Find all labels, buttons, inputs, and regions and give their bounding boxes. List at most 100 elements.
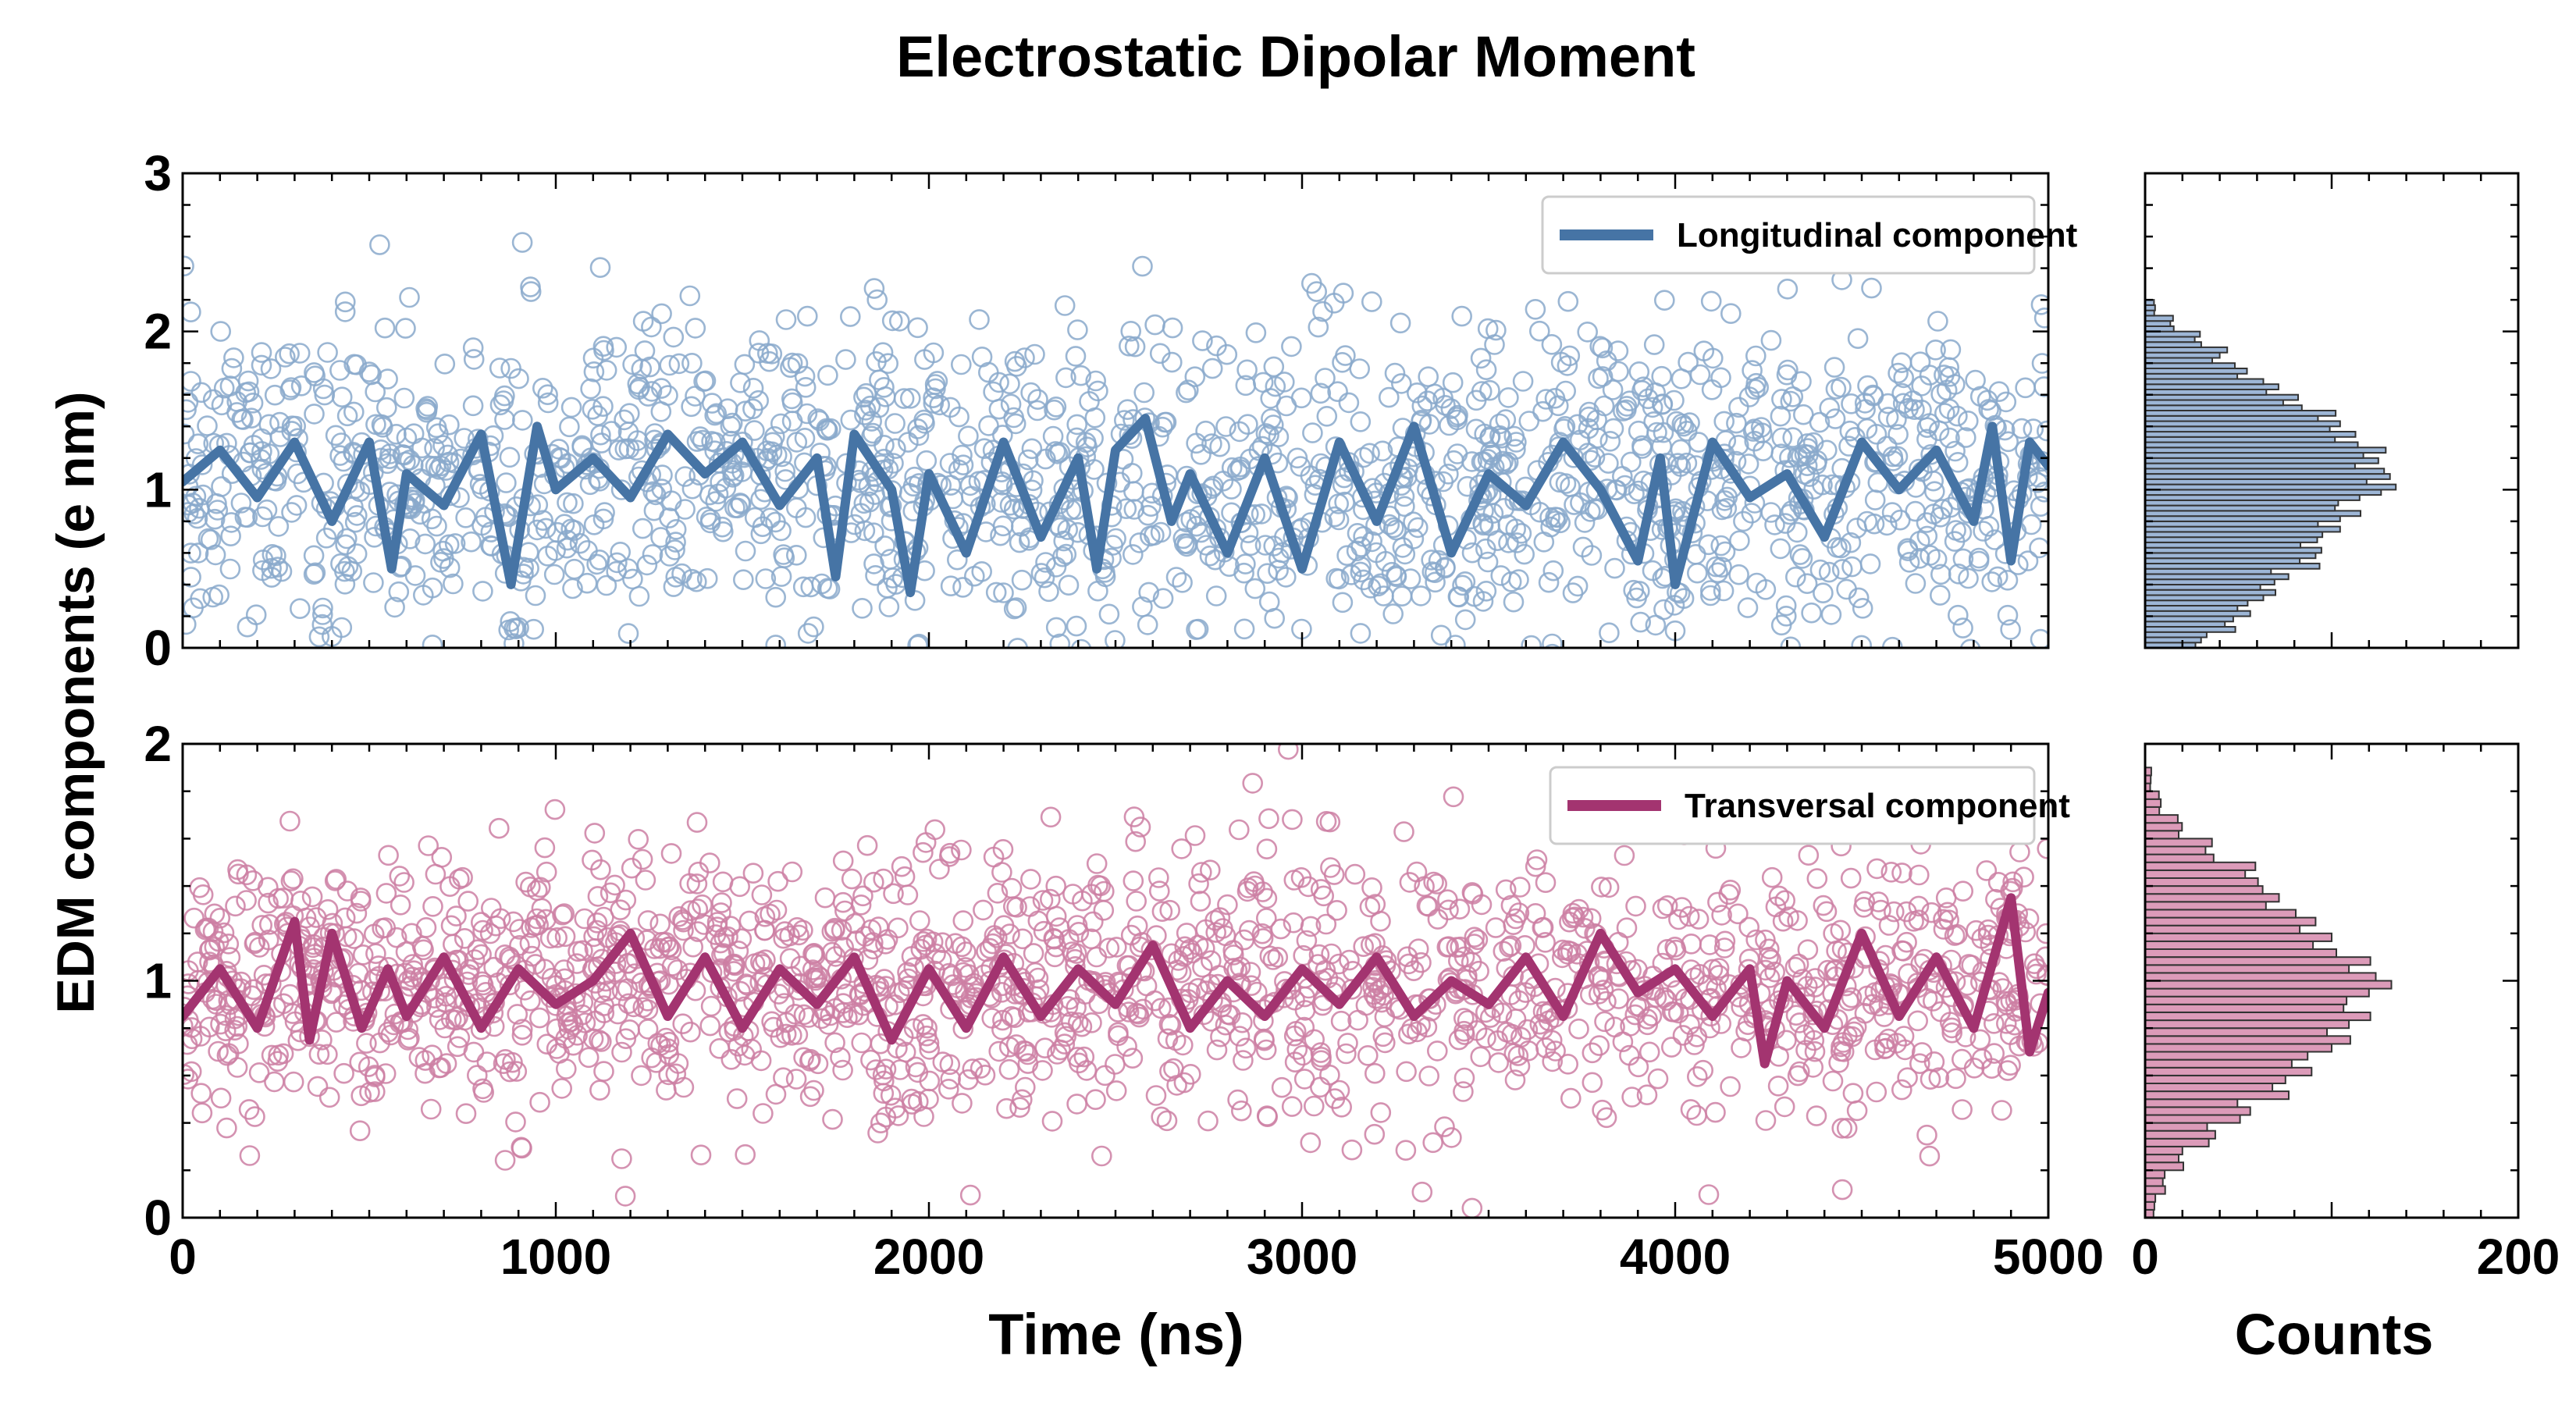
scatter-point xyxy=(1443,450,1464,471)
scatter-point xyxy=(1012,1089,1033,1111)
scatter-point xyxy=(207,500,229,521)
scatter-point xyxy=(1007,638,1028,648)
scatter-point xyxy=(2030,496,2048,517)
scatter-point xyxy=(1441,1127,1462,1148)
scatter-point xyxy=(1581,545,1603,566)
legend-box xyxy=(1541,195,2036,275)
scatter-point xyxy=(1869,995,1890,1017)
histogram-bar xyxy=(2144,578,2275,586)
scatter-point xyxy=(1471,451,1493,473)
scatter-point xyxy=(1106,937,1127,958)
scatter-point xyxy=(429,1057,450,1079)
scatter-point xyxy=(334,291,356,313)
scatter-point xyxy=(390,895,411,916)
scatter-point xyxy=(1952,880,1973,902)
histogram-bar xyxy=(2144,1154,2179,1164)
scatter-point xyxy=(251,354,272,376)
scatter-point xyxy=(1347,522,1368,544)
scatter-point xyxy=(1938,398,1960,420)
scatter-point xyxy=(978,415,999,436)
scatter-point xyxy=(1866,1081,1888,1103)
scatter-point xyxy=(760,903,781,925)
scatter-point xyxy=(1286,1039,1308,1060)
scatter-point xyxy=(1836,1118,1858,1139)
scatter-point xyxy=(807,408,828,429)
scatter-point xyxy=(1930,564,1952,585)
scatter-point xyxy=(509,919,530,940)
scatter-point xyxy=(1144,314,1165,336)
scatter-point xyxy=(394,962,416,984)
scatter-point xyxy=(952,577,973,598)
scatter-point xyxy=(1737,597,1759,618)
scatter-point xyxy=(1580,984,1601,1005)
histogram-bar xyxy=(2144,1161,2184,1172)
scatter-point xyxy=(841,868,863,890)
scatter-point xyxy=(973,899,994,921)
scatter-point xyxy=(992,1009,1013,1031)
scatter-point xyxy=(1339,949,1360,971)
scatter-point xyxy=(1332,351,1353,373)
scatter-point xyxy=(240,407,262,429)
scatter-point xyxy=(1489,413,1510,435)
scatter-point xyxy=(1916,987,1938,1009)
scatter-point xyxy=(238,1099,260,1120)
scatter-point xyxy=(987,927,1008,948)
scatter-point xyxy=(1692,1059,1713,1081)
scatter-point xyxy=(1268,560,1289,581)
histogram-bar xyxy=(2144,1208,2154,1219)
scatter-point xyxy=(951,354,972,375)
scatter-point xyxy=(785,1069,807,1090)
scatter-point xyxy=(442,934,464,955)
histogram-bar xyxy=(2144,948,2337,959)
scatter-point xyxy=(528,1007,550,1029)
scatter-point xyxy=(731,928,753,949)
scatter-point xyxy=(873,868,894,890)
scatter-point xyxy=(220,525,241,547)
scatter-point xyxy=(1308,944,1330,966)
scatter-point xyxy=(814,887,836,909)
scatter-point xyxy=(1045,617,1067,638)
scatter-point xyxy=(679,873,700,895)
scatter-point xyxy=(1391,585,1413,607)
scatter-point xyxy=(1040,806,1062,828)
scatter-point xyxy=(1952,548,1974,570)
scatter-point xyxy=(461,531,482,553)
scatter-point xyxy=(1987,872,2009,893)
scatter-point xyxy=(202,389,224,411)
scatter-point xyxy=(471,971,493,993)
scatter-point xyxy=(1893,367,1914,389)
scatter-point xyxy=(1364,1123,1386,1145)
scatter-point xyxy=(1009,532,1030,553)
scatter-point xyxy=(735,1144,756,1165)
scatter-point xyxy=(600,882,621,904)
scatter-point xyxy=(200,529,222,550)
scatter-point xyxy=(1670,439,1692,461)
scatter-point xyxy=(1350,536,1372,557)
scatter-point xyxy=(1711,905,1732,926)
scatter-point xyxy=(1665,939,1687,961)
scatter-point xyxy=(730,372,751,393)
scatter-point xyxy=(1678,905,1700,927)
scatter-point xyxy=(551,1078,573,1099)
scatter-point xyxy=(183,1064,194,1085)
scatter-point xyxy=(985,582,1007,603)
scatter-point xyxy=(649,913,671,935)
scatter-point xyxy=(261,567,283,588)
histogram-bar xyxy=(2144,964,2350,974)
scatter-point xyxy=(832,850,854,872)
chart-title: Electrostatic Dipolar Moment xyxy=(896,24,1695,89)
scatter-point xyxy=(365,414,386,436)
scatter-point xyxy=(1911,1042,1933,1063)
scatter-point xyxy=(424,987,445,1008)
scatter-point xyxy=(489,357,511,379)
scatter-point xyxy=(596,574,617,596)
scatter-point xyxy=(399,976,421,997)
scatter-point xyxy=(1582,1072,1603,1094)
scatter-point xyxy=(1061,1011,1082,1033)
histogram-bar xyxy=(2144,901,2267,911)
scatter-point xyxy=(1054,295,1076,316)
scatter-point xyxy=(1411,409,1432,431)
scatter-point xyxy=(1608,361,1629,382)
scatter-point xyxy=(1628,1056,1649,1078)
scatter-point xyxy=(1854,891,1875,912)
